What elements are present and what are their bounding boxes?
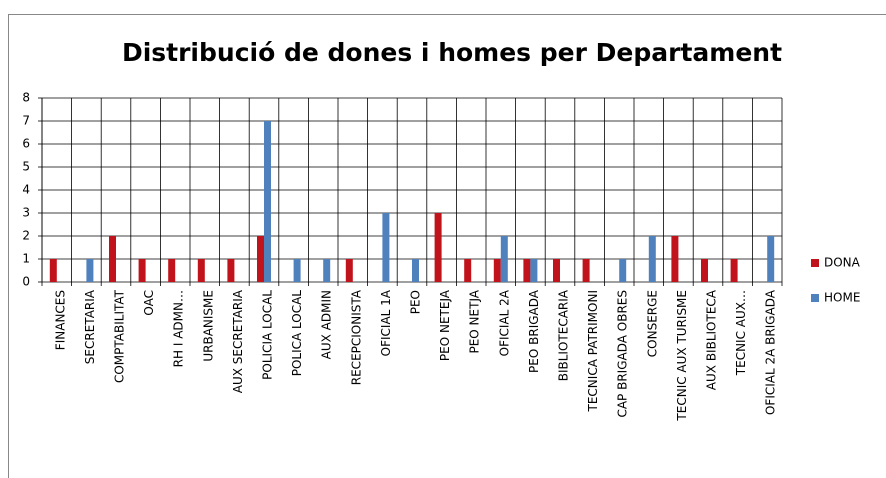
chart-frame <box>8 14 886 478</box>
x-tick-label: OAC <box>142 290 156 316</box>
y-tick-label: 7 <box>22 114 30 128</box>
x-tick-label: OFICIAL 2A BRIGADA <box>764 289 778 415</box>
x-tick-label: AUX ADMIN <box>320 290 334 359</box>
legend-label: DONA <box>824 256 861 270</box>
y-tick-label: 4 <box>22 183 30 197</box>
legend-swatch <box>811 294 819 302</box>
bar <box>227 259 235 282</box>
y-tick-label: 5 <box>22 160 30 174</box>
x-tick-label: AUX BIBLIOTECA <box>705 289 719 390</box>
bar <box>138 259 146 282</box>
bar <box>530 259 538 282</box>
x-tick-label: CONSERGE <box>645 290 659 357</box>
bar <box>767 236 775 282</box>
x-tick-label: TECNIC AUX… <box>734 290 748 376</box>
x-tick-label: BIBLIOTECARIA <box>557 289 571 381</box>
x-tick-label: PEO NETJA <box>468 289 482 353</box>
x-tick-label: COMPTABILITAT <box>113 289 127 383</box>
x-tick-label: CAP BRIGADA OBRES <box>616 290 630 418</box>
bar <box>323 259 331 282</box>
bar <box>500 236 508 282</box>
bar <box>264 121 271 282</box>
legend-label: HOME <box>824 291 860 305</box>
y-tick-label: 8 <box>22 91 30 105</box>
bar <box>49 259 57 282</box>
bar <box>109 236 116 282</box>
legend-swatch <box>811 259 819 267</box>
bar <box>648 236 656 282</box>
bar <box>671 236 679 282</box>
bar <box>293 259 301 282</box>
bar <box>412 259 419 282</box>
bar <box>493 259 501 282</box>
bar <box>553 259 560 282</box>
x-tick-label: AUX SECRETARIA <box>231 289 245 393</box>
bar <box>382 213 390 282</box>
bar <box>86 259 94 282</box>
bar <box>257 236 264 282</box>
x-tick-label: URBANISME <box>201 290 215 362</box>
x-tick-label: PEO BRIGADA <box>527 289 541 373</box>
bar <box>197 259 205 282</box>
x-tick-label: RH I ADMN… <box>172 290 186 367</box>
y-tick-label: 1 <box>22 252 30 266</box>
bar <box>730 259 738 282</box>
bar <box>434 213 442 282</box>
x-tick-label: TECNIC AUX TURISME <box>675 290 689 422</box>
y-tick-label: 0 <box>22 275 30 289</box>
bar <box>168 259 176 282</box>
x-tick-label: PEO <box>409 290 423 314</box>
chart-title: Distribució de dones i homes per Departa… <box>122 38 782 67</box>
x-tick-label: RECEPCIONISTA <box>349 289 363 385</box>
bar <box>464 259 472 282</box>
bar <box>619 259 627 282</box>
x-tick-label: POLICA LOCAL <box>290 290 304 377</box>
x-tick-label: POLICIA LOCAL <box>261 290 275 380</box>
bar <box>582 259 590 282</box>
y-tick-label: 6 <box>22 137 30 151</box>
x-tick-label: FINANCES <box>53 290 67 350</box>
bar <box>523 259 531 282</box>
bar <box>345 259 353 282</box>
x-tick-label: OFICIAL 2A <box>497 289 511 356</box>
x-tick-label: PEO NETEJA <box>438 289 452 361</box>
bar <box>701 259 708 282</box>
y-tick-label: 3 <box>22 206 30 220</box>
x-tick-label: TECNICA PATRIMONI <box>586 290 600 412</box>
x-tick-label: SECRETARIA <box>83 289 97 364</box>
y-tick-label: 2 <box>22 229 30 243</box>
x-tick-label: OFICIAL 1A <box>379 289 393 356</box>
